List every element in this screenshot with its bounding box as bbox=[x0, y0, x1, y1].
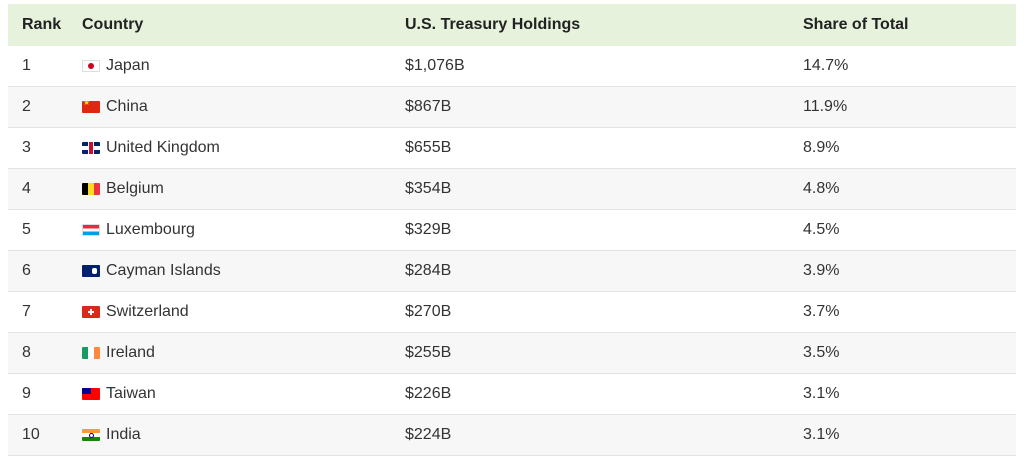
country-name: Japan bbox=[106, 57, 150, 74]
rank-cell: 2 bbox=[22, 98, 31, 115]
table-row: 7 Switzerland $270B 3.7% bbox=[8, 292, 1016, 333]
holdings-cell: $1,076B bbox=[405, 57, 465, 74]
country-name: Belgium bbox=[106, 180, 164, 197]
rank-cell: 1 bbox=[22, 57, 31, 74]
table-row: 2 China $867B 11.9% bbox=[8, 87, 1016, 128]
country-cell: Switzerland bbox=[82, 303, 405, 321]
holdings-cell: $354B bbox=[405, 180, 452, 197]
table-row: 1 Japan $1,076B 14.7% bbox=[8, 46, 1016, 87]
table-row: 4 Belgium $354B 4.8% bbox=[8, 169, 1016, 210]
share-cell: 3.1% bbox=[803, 385, 840, 402]
country-column-header[interactable]: Country bbox=[82, 16, 144, 33]
share-cell: 8.9% bbox=[803, 139, 840, 156]
holdings-cell: $270B bbox=[405, 303, 452, 320]
share-cell: 11.9% bbox=[803, 98, 848, 115]
share-cell: 3.9% bbox=[803, 262, 840, 279]
share-column-header[interactable]: Share of Total bbox=[803, 16, 909, 33]
treasury-holdings-table: Rank Country U.S. Treasury Holdings Shar… bbox=[8, 4, 1016, 456]
country-name: China bbox=[106, 98, 148, 115]
country-cell: China bbox=[82, 98, 405, 116]
rank-cell: 7 bbox=[22, 303, 31, 320]
rank-cell: 9 bbox=[22, 385, 31, 402]
country-name: Ireland bbox=[106, 344, 155, 361]
ireland-flag-icon bbox=[82, 347, 100, 359]
holdings-column-header[interactable]: U.S. Treasury Holdings bbox=[405, 16, 581, 33]
holdings-cell: $255B bbox=[405, 344, 452, 361]
cayman-islands-flag-icon bbox=[82, 265, 100, 277]
share-cell: 3.5% bbox=[803, 344, 840, 361]
country-cell: United Kingdom bbox=[82, 139, 405, 157]
table-row: 8 Ireland $255B 3.5% bbox=[8, 333, 1016, 374]
china-flag-icon bbox=[82, 101, 100, 113]
belgium-flag-icon bbox=[82, 183, 100, 195]
rank-column-header[interactable]: Rank bbox=[22, 16, 62, 33]
holdings-cell: $867B bbox=[405, 98, 452, 115]
rank-cell: 8 bbox=[22, 344, 31, 361]
rank-cell: 3 bbox=[22, 139, 31, 156]
country-name: Switzerland bbox=[106, 303, 189, 320]
switzerland-flag-icon bbox=[82, 306, 100, 318]
holdings-cell: $224B bbox=[405, 426, 452, 443]
luxembourg-flag-icon bbox=[82, 224, 100, 236]
country-name: United Kingdom bbox=[106, 139, 220, 156]
rank-cell: 5 bbox=[22, 221, 31, 238]
share-cell: 14.7% bbox=[803, 57, 849, 74]
taiwan-flag-icon bbox=[82, 388, 100, 400]
country-cell: Taiwan bbox=[82, 385, 405, 403]
country-cell: Belgium bbox=[82, 180, 405, 198]
rank-cell: 4 bbox=[22, 180, 31, 197]
country-cell: Ireland bbox=[82, 344, 405, 362]
holdings-cell: $655B bbox=[405, 139, 452, 156]
country-cell: Luxembourg bbox=[82, 221, 405, 239]
rank-cell: 10 bbox=[22, 426, 40, 443]
country-cell: Japan bbox=[82, 57, 405, 75]
table-row: 6 Cayman Islands $284B 3.9% bbox=[8, 251, 1016, 292]
holdings-cell: $226B bbox=[405, 385, 452, 402]
holdings-cell: $284B bbox=[405, 262, 452, 279]
share-cell: 3.7% bbox=[803, 303, 840, 320]
table-row: 3 United Kingdom $655B 8.9% bbox=[8, 128, 1016, 169]
country-name: Taiwan bbox=[106, 385, 156, 402]
japan-flag-icon bbox=[82, 60, 100, 72]
rank-cell: 6 bbox=[22, 262, 31, 279]
share-cell: 4.5% bbox=[803, 221, 840, 238]
country-cell: Cayman Islands bbox=[82, 262, 405, 280]
share-cell: 3.1% bbox=[803, 426, 840, 443]
table-header-row: Rank Country U.S. Treasury Holdings Shar… bbox=[8, 4, 1016, 46]
united-kingdom-flag-icon bbox=[82, 142, 100, 154]
country-name: Luxembourg bbox=[106, 221, 195, 238]
table-row: 5 Luxembourg $329B 4.5% bbox=[8, 210, 1016, 251]
table-row: 9 Taiwan $226B 3.1% bbox=[8, 374, 1016, 415]
holdings-cell: $329B bbox=[405, 221, 452, 238]
country-name: Cayman Islands bbox=[106, 262, 221, 279]
country-cell: India bbox=[82, 426, 405, 444]
india-flag-icon bbox=[82, 429, 100, 441]
country-name: India bbox=[106, 426, 141, 443]
share-cell: 4.8% bbox=[803, 180, 840, 197]
table-row: 10 India $224B 3.1% bbox=[8, 415, 1016, 456]
